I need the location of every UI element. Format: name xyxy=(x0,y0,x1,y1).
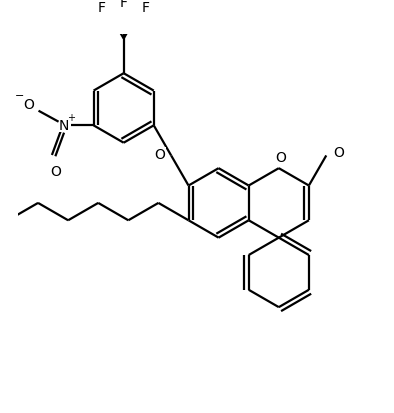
Text: O: O xyxy=(334,145,344,159)
Text: O: O xyxy=(50,164,61,178)
Text: O: O xyxy=(275,151,286,165)
Text: F: F xyxy=(142,1,150,15)
Text: F: F xyxy=(98,1,106,15)
Text: O: O xyxy=(155,147,165,161)
Text: +: + xyxy=(67,113,75,123)
Text: O: O xyxy=(23,98,34,112)
Text: N: N xyxy=(59,119,69,133)
Text: −: − xyxy=(15,91,24,101)
Text: F: F xyxy=(120,0,128,9)
